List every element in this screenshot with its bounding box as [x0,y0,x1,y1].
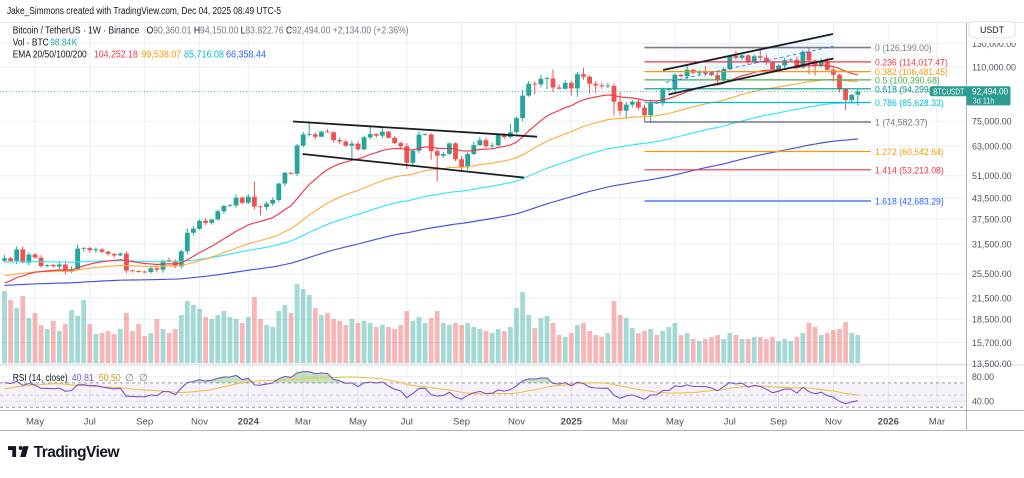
svg-text:∅ ∅: ∅ ∅ [125,373,148,384]
svg-text:Sep: Sep [453,417,470,428]
svg-text:13,500.00: 13,500.00 [972,359,1012,369]
svg-text:0.236 (114,017.47): 0.236 (114,017.47) [875,58,948,68]
svg-text:63,000.00: 63,000.00 [972,141,1012,151]
svg-text:0 (126,199.00): 0 (126,199.00) [875,43,932,53]
svg-text:Jul: Jul [401,417,413,428]
svg-text:0.618 (94,299.92): 0.618 (94,299.92) [875,84,944,94]
svg-text:Nov: Nov [825,417,842,428]
svg-text:130,000.00: 130,000.00 [972,39,1016,49]
svg-text:92,494.00: 92,494.00 [972,85,1008,96]
svg-text:98.84 K: 98.84 K [50,37,77,48]
svg-text:40.00: 40.00 [972,397,994,407]
svg-text:99,538.07: 99,538.07 [141,49,181,60]
svg-text:3d 11h: 3d 11h [973,96,995,106]
svg-text:Nov: Nov [508,417,525,428]
svg-text:21,500.00: 21,500.00 [972,293,1012,303]
svg-text:50.50: 50.50 [99,373,121,384]
svg-text:15,700.00: 15,700.00 [972,338,1012,348]
svg-text:Sep: Sep [770,417,787,428]
svg-text:1.272 (60,542.64): 1.272 (60,542.64) [875,147,944,157]
svg-text:O90,360.01 H94,150.00 L83,822.: O90,360.01 H94,150.00 L83,822.76 C92,494… [147,25,409,36]
svg-text:Nov: Nov [191,417,208,428]
svg-text:Jul: Jul [84,417,96,428]
svg-text:40.81: 40.81 [72,373,94,384]
svg-text:0.382 (106,481.45): 0.382 (106,481.45) [875,67,948,77]
svg-text:43,500.00: 43,500.00 [972,194,1012,204]
svg-text:0.786 (85,628.33): 0.786 (85,628.33) [875,98,944,108]
svg-text:USDT: USDT [980,25,1004,36]
svg-text:2024: 2024 [238,417,260,428]
svg-text:0.5 (100,390.68): 0.5 (100,390.68) [875,76,940,86]
svg-text:Jul: Jul [724,417,736,428]
svg-text:2026: 2026 [878,417,899,428]
svg-text:May: May [666,417,684,428]
svg-text:EMA 20/50/100/200: EMA 20/50/100/200 [13,49,87,60]
svg-text:Bitcoin / TetherUS · 1W · Bina: Bitcoin / TetherUS · 1W · Binance [13,25,140,36]
svg-text:Mar: Mar [929,417,946,428]
svg-text:May: May [26,417,44,428]
svg-text:TradingView: TradingView [34,444,121,461]
svg-text:110,000.00: 110,000.00 [972,62,1016,72]
svg-text:1.618 (42,683.29): 1.618 (42,683.29) [875,197,944,207]
svg-text:1 (74,582.37): 1 (74,582.37) [875,118,928,128]
svg-text:Sep: Sep [136,417,153,428]
svg-text:BTCUSDT: BTCUSDT [933,86,965,96]
svg-text:75,000.00: 75,000.00 [972,117,1012,127]
svg-text:85,716.08: 85,716.08 [184,49,224,60]
svg-text:Mar: Mar [295,417,312,428]
svg-text:104,252.18: 104,252.18 [94,49,138,60]
svg-text:Vol · BTC: Vol · BTC [13,37,49,48]
svg-text:RSI (14, close): RSI (14, close) [13,373,68,384]
svg-text:31,500.00: 31,500.00 [972,239,1012,249]
svg-text:37,500.00: 37,500.00 [972,215,1012,225]
svg-text:2025: 2025 [561,417,583,428]
svg-text:1.414 (53,213.08): 1.414 (53,213.08) [875,165,944,175]
svg-text:May: May [349,417,367,428]
svg-text:66,358.44: 66,358.44 [226,49,266,60]
svg-text:80.00: 80.00 [972,372,994,382]
svg-text:51,000.00: 51,000.00 [972,171,1012,181]
svg-text:Mar: Mar [612,417,629,428]
svg-text:18,500.00: 18,500.00 [972,315,1012,325]
svg-text:25,500.00: 25,500.00 [972,269,1012,279]
svg-text:Jake_Simmons created with Trad: Jake_Simmons created with TradingView.co… [7,6,281,17]
